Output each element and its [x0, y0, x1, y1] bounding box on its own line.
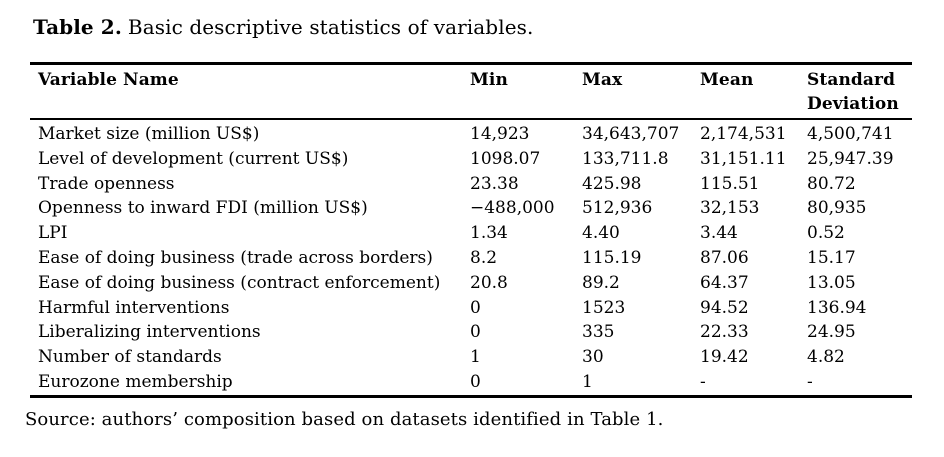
table-body: Market size (million US$) 14,923 34,643,…: [30, 119, 912, 396]
column-header-min: Min: [462, 63, 574, 120]
cell-min: 1098.07: [470, 148, 541, 169]
cell-min: 23.38: [470, 173, 519, 194]
cell-variable-name: Eurozone membership: [38, 371, 233, 392]
cell-min: 1.34: [470, 223, 508, 244]
cell-variable-name: Trade openness: [38, 173, 175, 194]
table-row: Openness to inward FDI (million US$) −48…: [30, 196, 912, 221]
cell-standard-deviation: 80.72: [807, 173, 856, 194]
table-row: Ease of doing business (trade across bor…: [30, 246, 912, 271]
cell-min: 0: [470, 322, 481, 343]
cell-mean: 32,153: [700, 198, 760, 219]
cell-mean: -: [700, 371, 706, 392]
cell-variable-name: Ease of doing business (trade across bor…: [38, 247, 433, 268]
cell-min: 0: [470, 297, 481, 318]
source-note: Source: authors’ composition based on da…: [25, 408, 664, 430]
cell-mean: 3.44: [700, 223, 738, 244]
cell-max: 30: [582, 347, 604, 368]
cell-standard-deviation: 25,947.39: [807, 148, 894, 169]
table-number-label: Table 2.: [33, 15, 122, 39]
cell-variable-name: LPI: [38, 223, 68, 244]
cell-mean: 19.42: [700, 347, 749, 368]
cell-variable-name: Market size (million US$): [38, 124, 260, 144]
cell-max: 425.98: [582, 173, 642, 194]
table-row: LPI 1.34 4.40 3.44 0.52: [30, 221, 912, 246]
cell-variable-name: Liberalizing interventions: [38, 322, 261, 343]
cell-min: −488,000: [470, 198, 555, 219]
cell-mean: 2,174,531: [700, 124, 787, 144]
cell-standard-deviation: -: [807, 371, 813, 392]
cell-min: 0: [470, 371, 481, 392]
cell-standard-deviation: 13.05: [807, 272, 856, 293]
cell-max: 1: [582, 371, 593, 392]
table-header: Variable Name Min Max Mean Standard Devi…: [30, 63, 912, 120]
cell-max: 34,643,707: [582, 124, 680, 144]
cell-standard-deviation: 4,500,741: [807, 124, 894, 144]
cell-standard-deviation: 80,935: [807, 198, 867, 219]
cell-standard-deviation: 15.17: [807, 247, 856, 268]
document-page: Table 2. Basic descriptive statistics of …: [25, 13, 912, 430]
cell-mean: 31,151.11: [700, 148, 787, 169]
cell-min: 14,923: [470, 124, 530, 144]
cell-standard-deviation: 24.95: [807, 322, 856, 343]
cell-mean: 94.52: [700, 297, 749, 318]
cell-variable-name: Ease of doing business (contract enforce…: [38, 272, 441, 293]
column-header-variable-name: Variable Name: [30, 63, 462, 120]
cell-standard-deviation: 0.52: [807, 223, 845, 244]
column-header-max: Max: [574, 63, 692, 120]
cell-variable-name: Openness to inward FDI (million US$): [38, 198, 368, 219]
header-row: Variable Name Min Max Mean Standard Devi…: [30, 63, 912, 120]
cell-min: 8.2: [470, 247, 498, 268]
cell-max: 1523: [582, 297, 626, 318]
cell-max: 335: [582, 322, 615, 343]
table-row: Harmful interventions 0 1523 94.52 136.9…: [30, 296, 912, 321]
cell-min: 1: [470, 347, 481, 368]
cell-variable-name: Harmful interventions: [38, 297, 230, 318]
table-caption: Basic descriptive statistics of variable…: [127, 15, 534, 39]
cell-max: 89.2: [582, 272, 620, 293]
cell-variable-name: Level of development (current US$): [38, 148, 349, 169]
cell-max: 133,711.8: [582, 148, 669, 169]
cell-min: 20.8: [470, 272, 508, 293]
table-row: Market size (million US$) 14,923 34,643,…: [30, 119, 912, 147]
cell-standard-deviation: 4.82: [807, 347, 845, 368]
descriptive-statistics-table: Variable Name Min Max Mean Standard Devi…: [30, 62, 912, 398]
cell-max: 4.40: [582, 223, 620, 244]
table-row: Ease of doing business (contract enforce…: [30, 271, 912, 296]
table-row: Liberalizing interventions 0 335 22.33 2…: [30, 320, 912, 345]
table-row: Number of standards 1 30 19.42 4.82: [30, 345, 912, 370]
cell-mean: 87.06: [700, 247, 749, 268]
column-header-standard-deviation: Standard Deviation: [799, 63, 912, 120]
column-header-mean: Mean: [692, 63, 799, 120]
cell-standard-deviation: 136.94: [807, 297, 867, 318]
cell-mean: 22.33: [700, 322, 749, 343]
cell-variable-name: Number of standards: [38, 347, 222, 368]
table-row: Trade openness 23.38 425.98 115.51 80.72: [30, 172, 912, 197]
cell-mean: 64.37: [700, 272, 749, 293]
cell-max: 115.19: [582, 247, 642, 268]
cell-max: 512,936: [582, 198, 653, 219]
cell-mean: 115.51: [700, 173, 760, 194]
table-title: Table 2. Basic descriptive statistics of …: [33, 13, 912, 42]
table-row: Eurozone membership 0 1 - -: [30, 370, 912, 396]
table-row: Level of development (current US$) 1098.…: [30, 147, 912, 172]
